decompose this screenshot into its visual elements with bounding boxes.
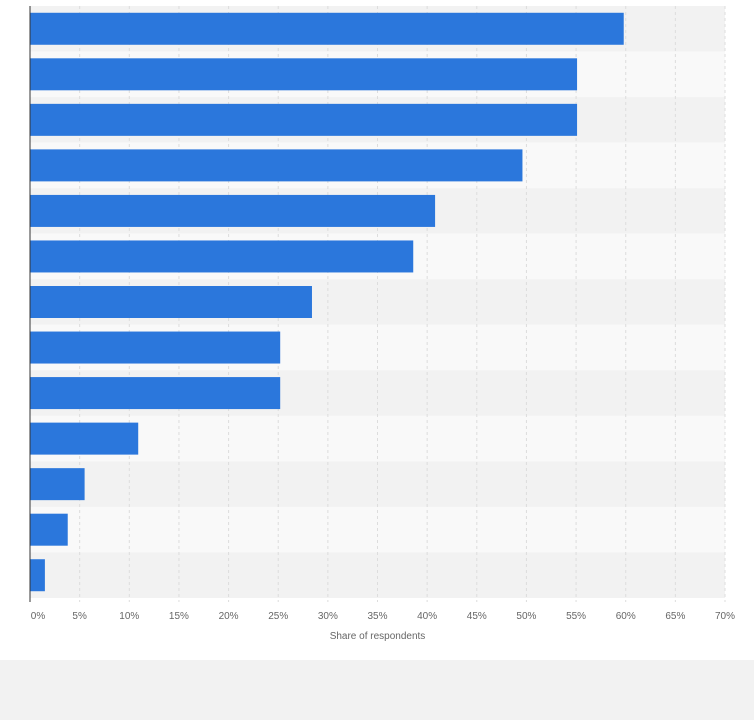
bar-1 [30, 12, 624, 45]
x-axis-title: Share of respondents [330, 631, 426, 642]
bar-12 [30, 513, 68, 546]
bar-3 [30, 103, 578, 136]
bar-chart: 0% 5% 10% 15% 20% 25% 30% 35% 40% 45% 50% 55% 60% 65%… [29, 6, 735, 642]
x-tick-label-0: 0% [31, 611, 46, 622]
x-tick-label-40: 40% [417, 611, 437, 622]
x-tick-label-55: 55% [566, 611, 586, 622]
bar-6 [30, 240, 414, 273]
x-tick-label-70: 70% [715, 611, 735, 622]
x-tick-label-20: 20% [219, 611, 239, 622]
x-tick-label-15: 15% [169, 611, 189, 622]
bar-2 [30, 58, 578, 91]
x-tick-label-30: 30% [318, 611, 338, 622]
x-tick-label-5: 5% [72, 611, 87, 622]
x-tick-label-10: 10% [119, 611, 139, 622]
x-tick-label-25: 25% [268, 611, 288, 622]
x-tick-labels: 0% 5% 10% 15% 20% 25% 30% 35% 40% 45% 50% 55% 60% 65%… [31, 611, 735, 622]
bar-4 [30, 149, 523, 182]
x-tick-label-60: 60% [616, 611, 636, 622]
x-tick-label-65: 65% [665, 611, 685, 622]
bar-13 [30, 559, 45, 592]
x-tick-label-50: 50% [516, 611, 536, 622]
bar-8 [30, 331, 281, 364]
bar-10 [30, 422, 139, 455]
bar-11 [30, 468, 85, 501]
bar-9 [30, 377, 281, 410]
x-tick-label-35: 35% [367, 611, 387, 622]
bars [30, 12, 624, 592]
x-tick-label-45: 45% [467, 611, 487, 622]
bar-5 [30, 194, 436, 227]
footer-strip [0, 660, 754, 720]
bar-7 [30, 286, 312, 318]
